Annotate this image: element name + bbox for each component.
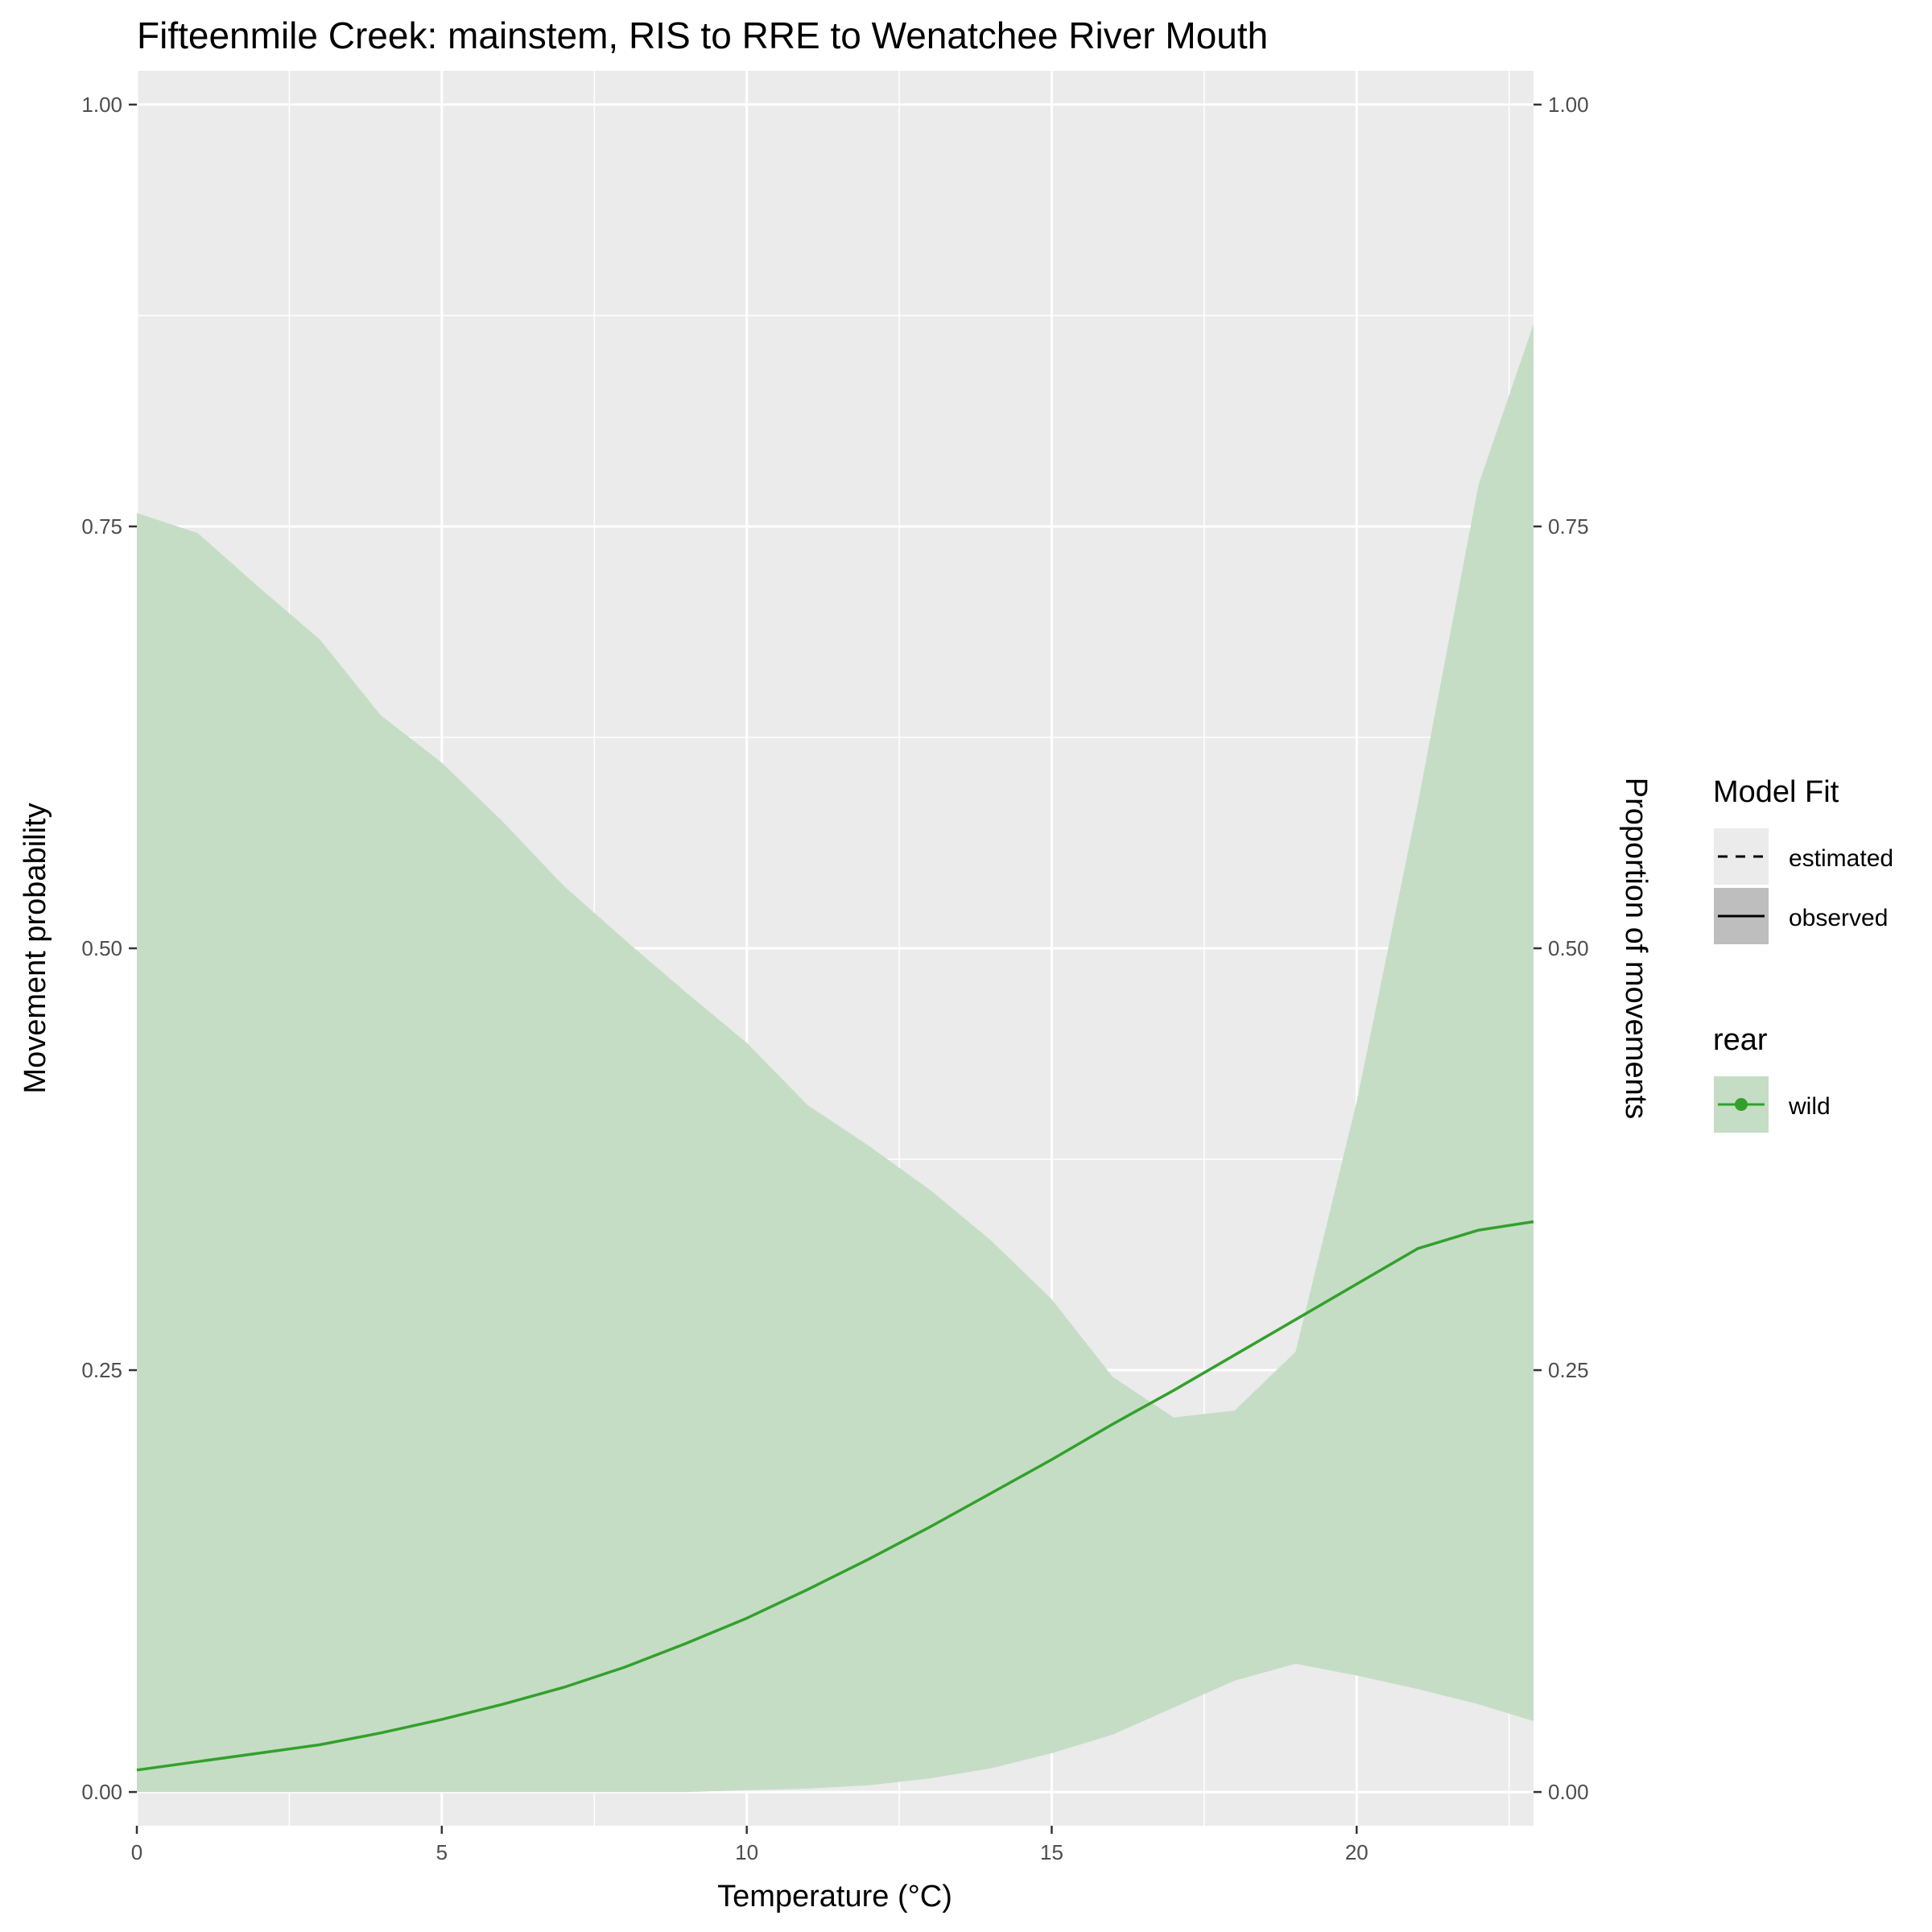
y-tick-label-right: 0.25 [1548, 1358, 1589, 1382]
x-tick-label: 0 [131, 1840, 142, 1864]
x-tick-label: 15 [1040, 1840, 1063, 1864]
y-tick-label-left: 0.75 [81, 514, 122, 539]
series-lines [136, 1220, 1534, 1772]
x-axis-title: Temperature (°C) [717, 1880, 952, 1913]
y-axis-title-left: Movement probability [19, 803, 52, 1093]
legend-label-estimated: estimated [1789, 845, 1893, 872]
y-tick-label-left: 0.25 [81, 1358, 122, 1382]
y-tick-label-right: 0.00 [1548, 1780, 1589, 1804]
y-tick-label-left: 0.50 [81, 936, 122, 960]
chart-title: Fifteenmile Creek: mainstem, RIS to RRE … [137, 14, 1268, 56]
y-tick-label-left: 0.00 [81, 1780, 122, 1804]
confidence-ribbons [137, 324, 1534, 1793]
x-tick-label: 5 [436, 1840, 448, 1864]
x-tick-label: 10 [735, 1840, 758, 1864]
y-tick-label-right: 0.50 [1548, 936, 1589, 960]
legend-label-observed: observed [1789, 905, 1888, 931]
legend-wild-point [1735, 1098, 1748, 1111]
ribbon-wild [137, 324, 1534, 1793]
y-tick-label-left: 1.00 [81, 93, 122, 117]
legend-model-fit: Model Fit estimated observed [1712, 775, 1893, 946]
legend-label-wild: wild [1788, 1093, 1831, 1120]
x-tick-label: 20 [1345, 1840, 1368, 1864]
line-wild [136, 1220, 1534, 1772]
y-tick-label-right: 1.00 [1548, 93, 1589, 117]
legend-title-rear: rear [1713, 1023, 1768, 1057]
x-axis: 0 5 10 15 20 [131, 1826, 1368, 1864]
y-axis-title-right: Proportion of movements [1619, 778, 1653, 1120]
legend-rear: rear wild [1712, 1023, 1831, 1134]
y-axis-left: 0.00 0.25 0.50 0.75 1.00 [81, 93, 137, 1804]
y-tick-label-right: 0.75 [1548, 514, 1589, 539]
legend-title-model-fit: Model Fit [1713, 775, 1839, 809]
y-axis-right: 0.00 0.25 0.50 0.75 1.00 [1534, 93, 1589, 1804]
